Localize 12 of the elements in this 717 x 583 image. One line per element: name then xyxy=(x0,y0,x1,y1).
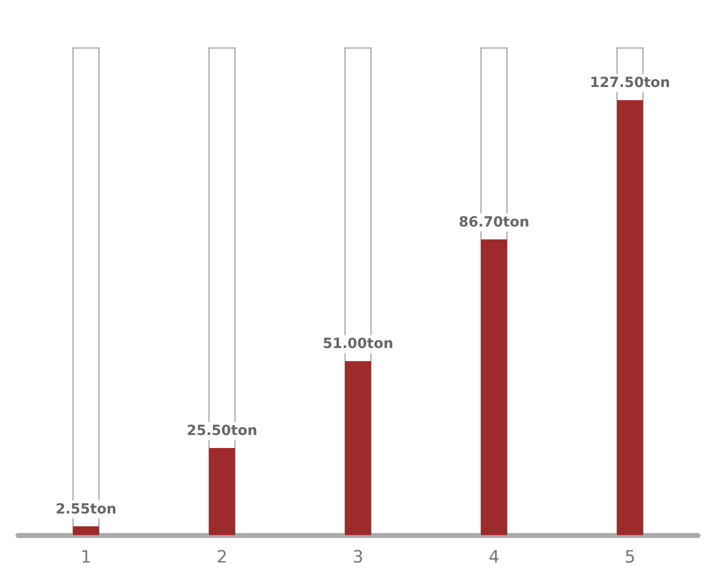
data-label: 25.50ton xyxy=(186,423,258,440)
x-tick-label: 4 xyxy=(488,548,500,568)
x-tick-label: 3 xyxy=(352,548,364,568)
data-label: 2.55ton xyxy=(56,501,116,518)
x-tick-label: 5 xyxy=(624,548,636,568)
x-tick-label: 2 xyxy=(216,548,228,568)
data-label: 86.70ton xyxy=(458,214,530,230)
data-label: 127.50ton xyxy=(590,75,670,92)
x-tick-label: 1 xyxy=(80,548,92,568)
bar xyxy=(73,526,99,535)
data-label: 51.00ton xyxy=(322,336,394,352)
bar xyxy=(209,448,235,535)
